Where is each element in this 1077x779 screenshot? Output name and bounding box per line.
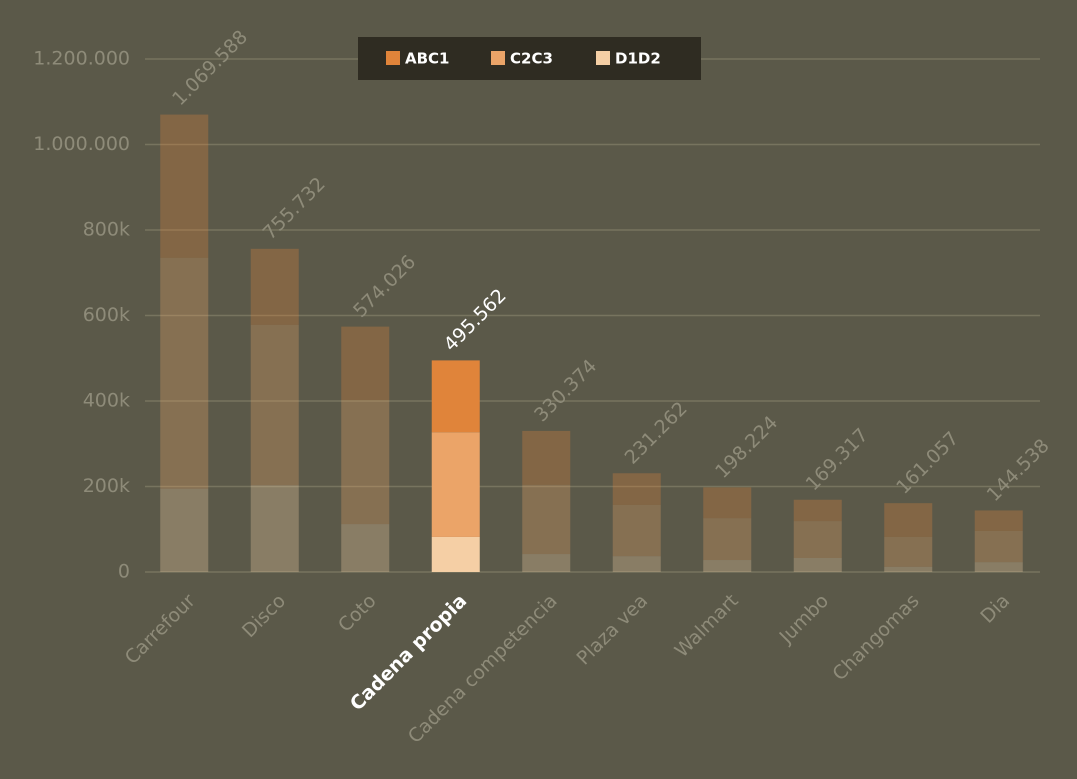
legend: ABC1 C2C3 D1D2	[386, 50, 661, 68]
bar-segment	[884, 536, 933, 567]
bar-segment	[703, 487, 752, 519]
bar-segment	[612, 556, 661, 572]
bar-segment	[341, 400, 390, 525]
legend-label: D1D2	[615, 50, 661, 68]
y-tick-label: 600k	[83, 304, 130, 326]
legend-swatch	[596, 51, 610, 65]
y-tick-label: 0	[118, 561, 130, 583]
bar-segment	[884, 503, 933, 537]
legend-swatch	[386, 51, 400, 65]
bar-segment	[250, 248, 299, 325]
y-tick-label: 800k	[83, 219, 130, 241]
bar-segment	[522, 484, 571, 555]
legend-box	[358, 37, 701, 80]
grid: 0 200k 400k 600k 800k 1.000.000 1.200.000	[33, 48, 1040, 583]
bar-segment	[522, 430, 571, 485]
bar-segment	[703, 518, 752, 561]
bar-segment	[160, 114, 209, 258]
bar-segment	[160, 488, 209, 572]
bar-segment	[974, 530, 1023, 563]
y-tick-label: 200k	[83, 475, 130, 497]
y-tick-label: 400k	[83, 390, 130, 412]
bar-segment	[793, 557, 842, 572]
legend-swatch	[491, 51, 505, 65]
bar-segment	[250, 485, 299, 572]
bar-segment	[341, 326, 390, 401]
bar-segment	[431, 360, 480, 433]
bar-segment	[974, 562, 1023, 572]
y-tick-label: 1.200.000	[33, 48, 130, 70]
bar-segment	[793, 499, 842, 522]
bar-segment	[431, 432, 480, 537]
bar-segment	[522, 554, 571, 572]
bar-segment	[431, 536, 480, 572]
y-tick-label: 1.000.000	[33, 133, 130, 155]
bar-segment	[884, 566, 933, 572]
legend-label: C2C3	[510, 50, 553, 68]
bar-segment	[250, 324, 299, 486]
bar-segment	[160, 257, 209, 489]
bar-segment	[793, 521, 842, 558]
bar-segment	[341, 524, 390, 572]
bar-segment	[612, 504, 661, 557]
legend-label: ABC1	[405, 50, 450, 68]
bar-segment	[703, 560, 752, 572]
bar-segment	[612, 473, 661, 505]
bar-segment	[974, 510, 1023, 531]
